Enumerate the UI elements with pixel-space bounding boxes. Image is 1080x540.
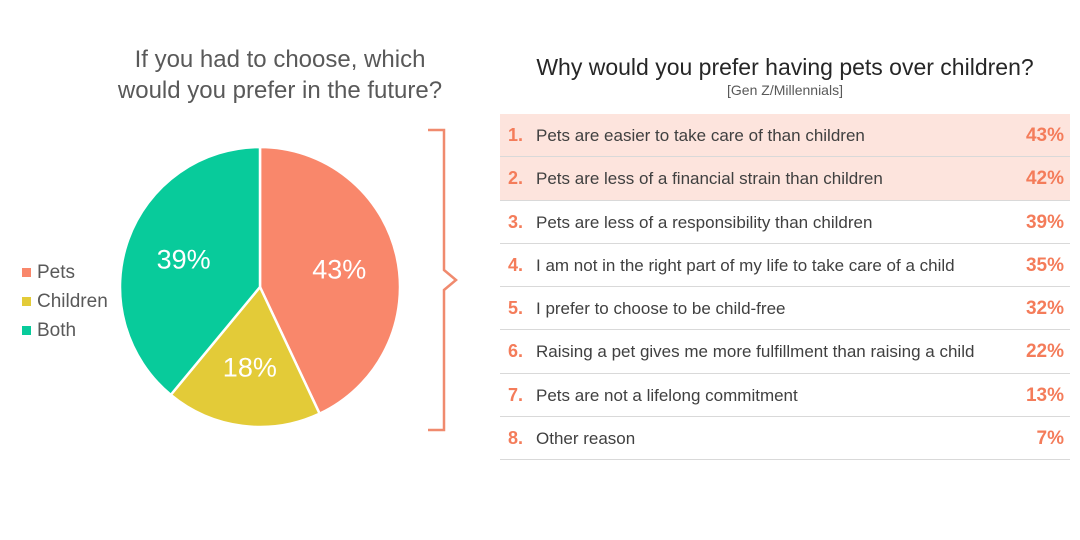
reason-percentage: 13% [1025,384,1064,406]
legend-item-children: Children [22,287,108,316]
reason-text: Pets are easier to take care of than chi… [536,126,865,145]
legend-label: Children [37,290,108,312]
reason-percentage: 39% [1025,211,1064,233]
reason-text: Pets are not a lifelong commitment [536,385,798,405]
reason-percentage: 43% [1025,125,1064,146]
reason-rank: 8. [508,428,524,449]
reason-text: Pets are less of a financial strain than… [536,169,883,189]
reason-rank: 3. [508,211,524,232]
reason-percentage: 7% [1036,428,1064,450]
pie-legend: Pets Children Both [22,258,108,345]
reason-rank: 2. [508,168,524,189]
pie-title-line-2: would you prefer in the future? [117,77,443,104]
reason-text: I am not in the right part of my life to… [536,255,955,275]
table-row: 8. Other reason 7% [500,417,1070,461]
pie-label-pets: 43% [312,254,366,284]
reason-rank: 7. [508,384,524,405]
table-row: 5. I prefer to choose to be child-free 32% [500,287,1070,331]
reason-rank: 5. [508,298,524,319]
pie-slice-pets [258,145,402,416]
pie-label-children: 18% [223,353,277,383]
table-row: 2. Pets are less of a financial strain th… [500,157,1070,201]
legend-item-pets: Pets [22,258,108,287]
table-row: 3. Pets are less of a responsibility than… [500,201,1070,244]
pie-slice-both [118,145,262,397]
table-row: 4. I am not in the right part of my life … [500,244,1070,288]
legend-swatch [22,326,31,335]
legend-item-both: Both [22,316,108,345]
legend-swatch [22,268,31,277]
reason-text: Pets are less of a responsibility than c… [536,212,873,232]
reason-percentage: 42% [1025,168,1064,190]
reasons-table: 1. Pets are easier to take care of than c… [500,114,1070,461]
pie-title-line-1: If you had to choose, which [134,46,426,73]
legend-swatch [22,297,31,306]
pie-label-both: 39% [157,244,211,274]
reason-rank: 1. [508,125,524,145]
reason-percentage: 35% [1025,254,1064,276]
reason-text: Raising a pet gives me more fulfillment … [536,342,975,362]
reason-text: Other reason [536,429,636,449]
reason-text: I prefer to choose to be child-free [536,299,786,319]
bracket-connector [428,128,458,432]
reason-rank: 4. [508,254,524,275]
table-row: 7. Pets are not a lifelong commitment 13% [500,374,1070,418]
table-subtitle: [Gen Z/Millennials] [727,82,843,98]
legend-label: Pets [37,261,76,283]
reason-percentage: 32% [1025,298,1064,320]
pie-chart-title: If you had to choose, which would you pr… [100,44,460,106]
legend-label: Both [37,319,77,341]
reason-percentage: 22% [1025,341,1064,363]
pie-slice-children [169,284,322,429]
table-row: 6. Raising a pet gives me more fulfillmen… [500,330,1070,374]
table-title: Why would you prefer having pets over ch… [536,54,1034,80]
table-row: 1. Pets are easier to take care of than c… [500,114,1070,158]
reason-rank: 6. [508,341,524,362]
pie-chart: 43% 18% 39% [118,145,402,429]
